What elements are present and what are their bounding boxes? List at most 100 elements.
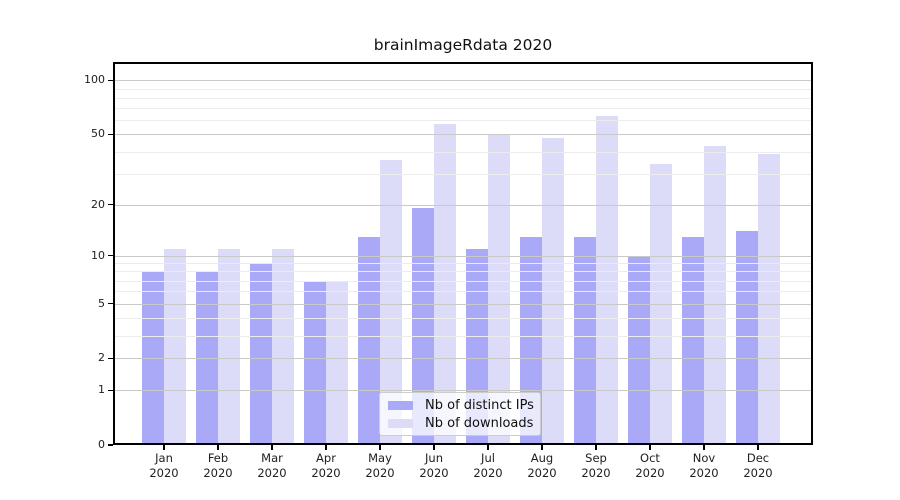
minor-gridline-80 (113, 97, 813, 99)
y-tick-label-50: 50 (91, 127, 105, 141)
x-tick-mark-dec (757, 445, 759, 450)
bar-oct-downloads (650, 164, 672, 445)
bar-nov-downloads (704, 146, 726, 445)
x-tick-label-jul: Jul 2020 (453, 451, 523, 481)
y-tick-label-100: 100 (84, 73, 105, 87)
minor-gridline-4 (113, 317, 813, 319)
y-tick-label-5: 5 (98, 296, 105, 310)
x-tick-month: Oct (640, 451, 660, 465)
x-tick-year: 2020 (473, 466, 503, 480)
x-tick-month: May (368, 451, 392, 465)
x-tick-mark-may (379, 445, 381, 450)
y-tick-mark-100 (108, 79, 113, 82)
x-tick-label-mar: Mar 2020 (237, 451, 307, 481)
major-gridline-5 (113, 303, 813, 305)
x-tick-mark-apr (325, 445, 327, 450)
x-tick-month: Nov (692, 451, 716, 465)
y-tick-mark-2 (108, 357, 113, 359)
bar-mar-downloads (272, 248, 294, 445)
x-tick-label-nov: Nov 2020 (669, 451, 739, 481)
x-tick-year: 2020 (635, 466, 665, 480)
y-tick-mark-0 (108, 444, 113, 446)
plot-area (113, 62, 813, 445)
minor-gridline-6 (113, 291, 813, 293)
y-tick-mark-10 (108, 254, 113, 257)
x-tick-month: Dec (746, 451, 770, 465)
legend-label-downloads: Nb of downloads (425, 415, 534, 431)
bar-dec-downloads (758, 153, 780, 445)
x-tick-mark-aug (541, 445, 543, 450)
x-tick-label-feb: Feb 2020 (183, 451, 253, 481)
x-tick-year: 2020 (311, 466, 341, 480)
x-tick-year: 2020 (581, 466, 611, 480)
x-tick-month: Mar (261, 451, 283, 465)
major-gridline-2 (113, 358, 813, 360)
downloads-swatch (388, 418, 413, 428)
x-tick-label-aug: Aug 2020 (507, 451, 577, 481)
bar-aug-downloads (542, 137, 564, 445)
legend-item-distinct-ips: Nb of distinct IPs (388, 397, 534, 413)
minor-gridline-30 (113, 173, 813, 175)
x-tick-month: Jun (425, 451, 443, 465)
major-gridline-1 (113, 390, 813, 392)
y-tick-mark-5 (108, 302, 113, 305)
x-tick-month: Jan (155, 451, 173, 465)
x-tick-mark-jul (487, 445, 489, 450)
x-tick-label-oct: Oct 2020 (615, 451, 685, 481)
minor-gridline-8 (113, 271, 813, 273)
minor-gridline-9 (113, 263, 813, 265)
x-tick-mark-feb (217, 445, 219, 450)
x-tick-label-dec: Dec 2020 (723, 451, 793, 481)
x-tick-label-apr: Apr 2020 (291, 451, 361, 481)
distinct-ips-swatch (388, 400, 413, 410)
x-tick-year: 2020 (149, 466, 179, 480)
minor-gridline-40 (113, 151, 813, 153)
minor-gridline-60 (113, 120, 813, 122)
gridlines-layer (113, 62, 813, 445)
x-tick-mark-mar (271, 445, 273, 450)
x-tick-year: 2020 (365, 466, 395, 480)
y-tick-label-10: 10 (91, 248, 105, 262)
legend-item-downloads: Nb of downloads (388, 415, 534, 431)
x-tick-label-jan: Jan 2020 (129, 451, 199, 481)
minor-gridline-70 (113, 108, 813, 110)
x-tick-mark-nov (703, 445, 705, 450)
bar-feb-downloads (218, 248, 240, 445)
y-tick-label-0: 0 (98, 438, 105, 451)
y-tick-mark-1 (108, 389, 113, 391)
legend-label-distinct-ips: Nb of distinct IPs (425, 397, 534, 413)
x-tick-month: Jul (481, 451, 495, 465)
y-tick-mark-20 (108, 203, 113, 206)
bar-jun-downloads (434, 124, 456, 445)
x-tick-label-sep: Sep 2020 (561, 451, 631, 481)
bar-may-distinct-ips (358, 236, 380, 445)
y-tick-label-20: 20 (91, 197, 105, 211)
major-gridline-100 (113, 80, 813, 82)
x-tick-year: 2020 (527, 466, 557, 480)
bar-mar-distinct-ips (250, 263, 272, 445)
bar-may-downloads (380, 159, 402, 445)
x-tick-mark-oct (649, 445, 651, 450)
y-tick-mark-50 (108, 133, 113, 136)
x-tick-month: Apr (316, 451, 336, 465)
bar-oct-distinct-ips (628, 255, 650, 445)
major-gridline-10 (113, 255, 813, 257)
x-tick-month: Sep (585, 451, 607, 465)
bar-nov-distinct-ips (682, 236, 704, 445)
x-tick-mark-sep (595, 445, 597, 450)
y-tick-label-1: 1 (98, 383, 105, 397)
x-tick-label-jun: Jun 2020 (399, 451, 469, 481)
bar-apr-downloads (326, 280, 348, 445)
major-gridline-50 (113, 134, 813, 136)
x-tick-year: 2020 (689, 466, 719, 480)
x-tick-year: 2020 (743, 466, 773, 480)
bar-dec-distinct-ips (736, 231, 758, 445)
legend: Nb of distinct IPs Nb of downloads (379, 392, 541, 436)
bar-sep-distinct-ips (574, 236, 596, 445)
major-gridline-20 (113, 204, 813, 206)
x-tick-mark-jan (163, 445, 165, 450)
minor-gridline-7 (113, 280, 813, 282)
x-tick-year: 2020 (419, 466, 449, 480)
x-tick-year: 2020 (203, 466, 233, 480)
